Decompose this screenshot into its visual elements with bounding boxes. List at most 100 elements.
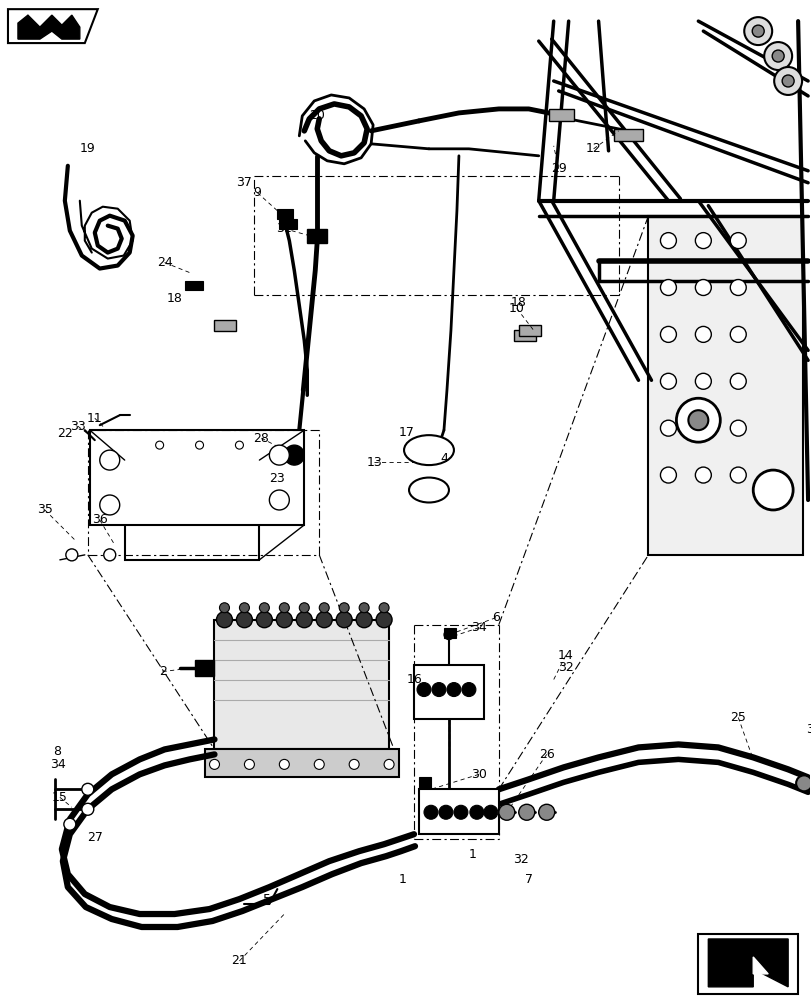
Text: 18: 18 — [510, 296, 526, 309]
Bar — [518, 325, 540, 336]
Circle shape — [219, 603, 230, 613]
Text: 34: 34 — [470, 621, 486, 634]
Circle shape — [349, 759, 358, 769]
Bar — [613, 129, 642, 141]
Circle shape — [694, 373, 710, 389]
Circle shape — [259, 603, 269, 613]
Bar — [307, 229, 327, 243]
Circle shape — [256, 612, 272, 628]
Circle shape — [744, 17, 771, 45]
Text: 6: 6 — [491, 611, 499, 624]
Text: 16: 16 — [406, 673, 423, 686]
Text: 34: 34 — [50, 758, 66, 771]
Circle shape — [751, 25, 763, 37]
Circle shape — [439, 805, 453, 819]
Circle shape — [279, 759, 289, 769]
Polygon shape — [18, 15, 79, 39]
Circle shape — [104, 549, 116, 561]
Circle shape — [659, 420, 676, 436]
Circle shape — [659, 326, 676, 342]
Bar — [214, 320, 236, 331]
Circle shape — [729, 233, 745, 249]
Bar — [214, 620, 388, 749]
Circle shape — [729, 280, 745, 295]
Circle shape — [82, 803, 93, 815]
Circle shape — [773, 67, 801, 95]
Text: 31: 31 — [276, 222, 292, 235]
Circle shape — [319, 603, 328, 613]
Circle shape — [431, 683, 445, 697]
Text: 13: 13 — [366, 456, 381, 469]
Bar — [414, 665, 483, 719]
Circle shape — [470, 805, 483, 819]
Text: 32: 32 — [557, 661, 573, 674]
Text: 14: 14 — [557, 649, 573, 662]
Circle shape — [82, 783, 93, 795]
Bar — [697, 934, 797, 994]
Text: 27: 27 — [87, 831, 102, 844]
Text: 3: 3 — [805, 723, 811, 736]
Circle shape — [694, 420, 710, 436]
Circle shape — [384, 759, 393, 769]
Circle shape — [299, 603, 309, 613]
Text: 35: 35 — [37, 503, 53, 516]
Circle shape — [446, 683, 461, 697]
Circle shape — [284, 445, 304, 465]
Circle shape — [209, 759, 219, 769]
Text: 5: 5 — [263, 893, 271, 906]
Circle shape — [763, 42, 792, 70]
Circle shape — [795, 775, 811, 791]
Circle shape — [236, 612, 252, 628]
Circle shape — [498, 804, 514, 820]
Circle shape — [781, 75, 793, 87]
Circle shape — [694, 467, 710, 483]
Circle shape — [753, 470, 792, 510]
Bar — [90, 430, 304, 525]
Circle shape — [358, 603, 369, 613]
Circle shape — [694, 233, 710, 249]
Circle shape — [659, 373, 676, 389]
Circle shape — [417, 683, 431, 697]
Circle shape — [538, 804, 554, 820]
Circle shape — [239, 603, 249, 613]
Bar — [648, 216, 802, 555]
Circle shape — [379, 603, 388, 613]
Bar — [184, 281, 202, 290]
Circle shape — [314, 759, 324, 769]
Circle shape — [100, 495, 119, 515]
Circle shape — [518, 804, 534, 820]
Circle shape — [336, 612, 352, 628]
Polygon shape — [8, 9, 97, 43]
Text: 12: 12 — [585, 142, 601, 155]
Circle shape — [694, 326, 710, 342]
Text: 20: 20 — [309, 109, 324, 122]
Text: 9: 9 — [253, 186, 261, 199]
Circle shape — [195, 441, 204, 449]
Polygon shape — [8, 9, 97, 43]
Circle shape — [729, 326, 745, 342]
Text: 7: 7 — [524, 873, 532, 886]
Text: 23: 23 — [269, 472, 285, 485]
Text: 19: 19 — [79, 142, 96, 155]
Circle shape — [659, 280, 676, 295]
Circle shape — [296, 612, 312, 628]
Ellipse shape — [409, 478, 448, 502]
Circle shape — [676, 398, 719, 442]
Circle shape — [66, 549, 78, 561]
Text: 32: 32 — [513, 853, 528, 866]
Circle shape — [444, 630, 453, 640]
Circle shape — [688, 410, 707, 430]
Text: 4: 4 — [440, 452, 448, 465]
Text: 25: 25 — [729, 711, 745, 724]
Circle shape — [217, 612, 232, 628]
Bar — [548, 109, 573, 121]
Text: 10: 10 — [508, 302, 524, 315]
Text: 36: 36 — [92, 513, 108, 526]
Circle shape — [771, 50, 783, 62]
Polygon shape — [753, 957, 767, 974]
Bar — [513, 330, 535, 341]
Circle shape — [375, 612, 392, 628]
Circle shape — [315, 612, 332, 628]
Circle shape — [269, 445, 289, 465]
Circle shape — [694, 280, 710, 295]
